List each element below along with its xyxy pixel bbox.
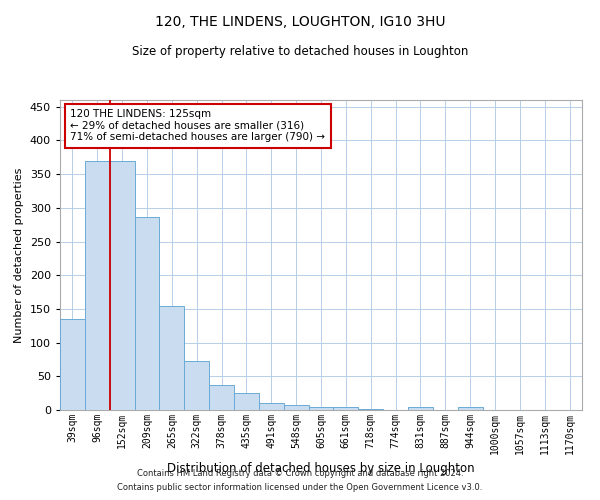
- Bar: [358, 408, 383, 410]
- Text: Contains public sector information licensed under the Open Government Licence v3: Contains public sector information licen…: [118, 484, 482, 492]
- Bar: [234, 393, 259, 410]
- Bar: [259, 404, 284, 410]
- Bar: [60, 319, 85, 410]
- Bar: [458, 408, 482, 410]
- Bar: [209, 385, 234, 410]
- X-axis label: Distribution of detached houses by size in Loughton: Distribution of detached houses by size …: [167, 462, 475, 475]
- Bar: [110, 160, 134, 410]
- Text: 120, THE LINDENS, LOUGHTON, IG10 3HU: 120, THE LINDENS, LOUGHTON, IG10 3HU: [155, 15, 445, 29]
- Bar: [85, 160, 110, 410]
- Bar: [408, 408, 433, 410]
- Bar: [134, 216, 160, 410]
- Bar: [184, 361, 209, 410]
- Text: 120 THE LINDENS: 125sqm
← 29% of detached houses are smaller (316)
71% of semi-d: 120 THE LINDENS: 125sqm ← 29% of detache…: [70, 110, 325, 142]
- Y-axis label: Number of detached properties: Number of detached properties: [14, 168, 24, 342]
- Bar: [160, 306, 184, 410]
- Bar: [284, 406, 308, 410]
- Text: Size of property relative to detached houses in Loughton: Size of property relative to detached ho…: [132, 45, 468, 58]
- Bar: [308, 408, 334, 410]
- Bar: [334, 408, 358, 410]
- Text: Contains HM Land Registry data © Crown copyright and database right 2024.: Contains HM Land Registry data © Crown c…: [137, 468, 463, 477]
